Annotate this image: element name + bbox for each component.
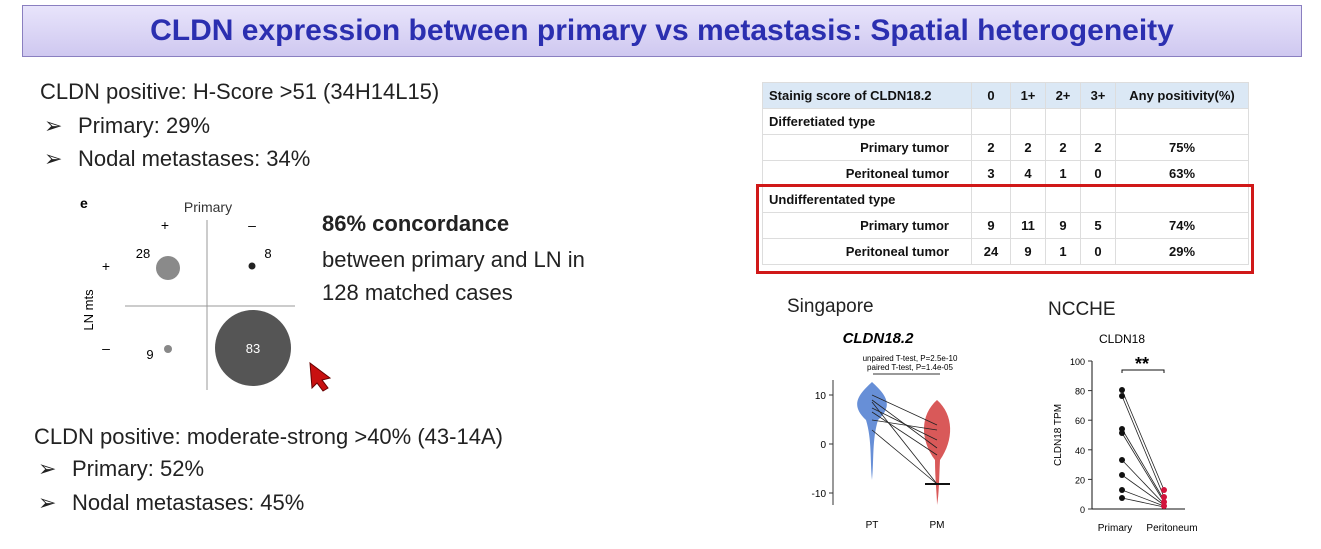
row: Peritoneal tumor 24 9 1 0 29%: [762, 238, 1249, 265]
bullet: Nodal metastases: 34%: [78, 146, 311, 171]
cell: 0: [1080, 238, 1116, 265]
cell: Primary tumor: [762, 134, 972, 161]
x-tick-label: Primary: [1098, 523, 1132, 534]
cell: 3+: [1080, 82, 1116, 109]
cell: [1115, 108, 1249, 135]
cell: 2: [971, 134, 1011, 161]
bullet: Primary: 52%: [72, 456, 205, 481]
plot-label: NCCHE: [1048, 299, 1116, 320]
bubble: [248, 262, 256, 270]
col-label: +: [161, 217, 169, 233]
y-tick-label: 80: [1075, 387, 1085, 397]
cell: 1+: [1010, 82, 1046, 109]
row-label: +: [102, 258, 110, 274]
axis-label: Primary: [184, 199, 232, 215]
points: [1119, 387, 1125, 501]
y-tick-label: 10: [815, 391, 827, 402]
bullet-mark: ➢: [38, 456, 57, 481]
cell: Differetiated type: [762, 108, 972, 135]
bullet-mark: ➢: [44, 113, 63, 138]
cell: 74%: [1115, 212, 1249, 239]
row: Primary tumor 2 2 2 2 75%: [762, 134, 1249, 161]
bracket: [1121, 369, 1165, 373]
bubble: [164, 345, 172, 353]
significance: **: [1135, 354, 1149, 374]
cell: 29%: [1115, 238, 1249, 265]
axis-label: LN mts: [81, 289, 96, 331]
cell: Any positivity(%): [1115, 82, 1249, 109]
text: between primary and LN in: [322, 247, 585, 272]
y-tick-label: 20: [1075, 475, 1085, 485]
bullet-mark: ➢: [44, 146, 63, 171]
cell: 9: [1045, 212, 1081, 239]
count: 8: [264, 246, 271, 261]
row: Undifferentated type: [762, 186, 1249, 213]
plot-title: CLDN18: [1099, 332, 1145, 346]
axis-label: CLDN18 TPM: [1053, 404, 1064, 466]
cell: 9: [1010, 238, 1046, 265]
cell: 3: [971, 160, 1011, 187]
violin: [923, 400, 951, 505]
cell: 75%: [1115, 134, 1249, 161]
text: 128 matched cases: [322, 280, 513, 305]
col-label: –: [248, 217, 256, 233]
bullet: Primary: 29%: [78, 113, 211, 138]
cell: Peritoneal tumor: [762, 238, 972, 265]
table: Stainig score of CLDN18.2 0 1+ 2+ 3+ Any posi…: [762, 82, 1249, 265]
x-tick-label: PM: [930, 520, 945, 531]
bullet-mark: ➢: [38, 490, 57, 515]
y-tick-label: 0: [1080, 505, 1085, 515]
cursor: [309, 361, 332, 392]
cell: 1: [1045, 238, 1081, 265]
cell: 0: [971, 82, 1011, 109]
y-tick-label: 100: [1070, 357, 1085, 367]
bubble: [156, 256, 180, 280]
violin: [857, 382, 887, 480]
title: CLDN expression between primary vs metas…: [22, 5, 1302, 57]
panel-label: e: [80, 195, 88, 211]
heading: CLDN positive: moderate-strong >40% (43-…: [34, 424, 503, 449]
y-tick-label: 0: [820, 440, 826, 451]
row: Differetiated type: [762, 108, 1249, 135]
y-tick-label: 40: [1075, 446, 1085, 456]
bullet: Nodal metastases: 45%: [72, 490, 305, 515]
concordance: 86% concordance: [322, 211, 510, 236]
row: Primary tumor 9 11 9 5 74%: [762, 212, 1249, 239]
cell: Primary tumor: [762, 212, 972, 239]
cell: [1115, 186, 1249, 213]
plot-label: Singapore: [787, 296, 874, 317]
count: 9: [146, 347, 153, 362]
heading: CLDN positive: H-Score >51 (34H14L15): [40, 79, 440, 104]
cell: [1010, 186, 1046, 213]
points: [1161, 487, 1167, 509]
row-label: –: [102, 340, 110, 356]
pair-lines: [871, 394, 938, 485]
stat: paired T-test, P=1.4e-05: [867, 363, 953, 372]
plot-title: CLDN18.2: [843, 330, 915, 347]
cell: 24: [971, 238, 1011, 265]
cell: Undifferentated type: [762, 186, 972, 213]
y-tick-label: 60: [1075, 416, 1085, 426]
y-tick-label: -10: [812, 489, 827, 500]
count: 83: [246, 341, 260, 356]
pair-lines: [1121, 389, 1165, 508]
bubble: [215, 310, 291, 386]
stat: unpaired T-test, P=2.5e-10: [863, 354, 958, 363]
x-tick-label: PT: [866, 520, 879, 531]
highlight-box: [756, 184, 1254, 274]
count: 28: [136, 246, 150, 261]
x-tick-label: Peritoneum: [1146, 523, 1197, 534]
